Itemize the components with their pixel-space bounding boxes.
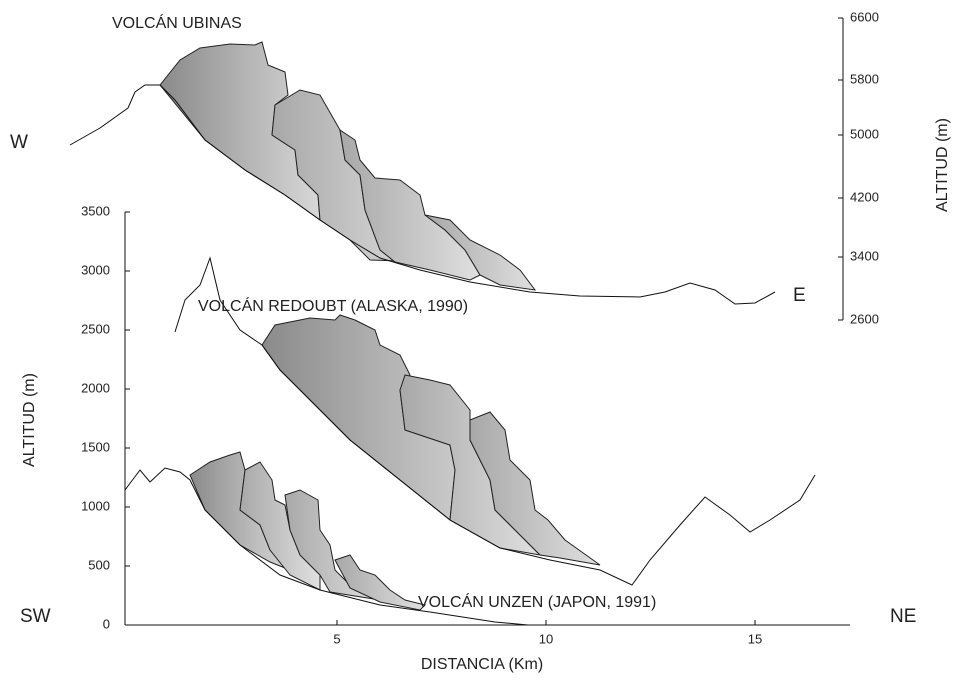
ubinas-profile [70, 42, 775, 304]
left-axis-title: ALTITUD (m) [21, 373, 38, 467]
redoubt-label: VOLCÁN REDOUBT (ALASKA, 1990) [198, 296, 468, 315]
x-tick-label: 10 [539, 631, 553, 646]
right-tick-label: 3400 [850, 248, 879, 263]
right-axis-title: ALTITUD (m) [934, 118, 951, 212]
w-label: W [10, 132, 28, 153]
right-tick-label: 6600 [850, 9, 879, 24]
left-tick-label: 2500 [81, 321, 110, 336]
left-tick-label: 1000 [81, 498, 110, 513]
left-tick-label: 500 [88, 557, 110, 572]
left-tick-label: 0 [103, 616, 110, 631]
e-label: E [793, 285, 806, 306]
ne-label: NE [890, 606, 916, 627]
right-tick-label: 5000 [850, 126, 879, 141]
x-tick-label: 15 [748, 631, 762, 646]
left-tick-label: 2000 [81, 380, 110, 395]
ubinas-label: VOLCÁN UBINAS [112, 13, 242, 32]
sw-label: SW [20, 606, 51, 627]
figure: VOLCÁN UBINAS VOLCÁN REDOUBT (ALASKA, 19… [0, 0, 954, 688]
x-axis-title: DISTANCIA (Km) [421, 656, 543, 673]
right-tick-label: 5800 [850, 71, 879, 86]
x-tick-label: 5 [333, 631, 340, 646]
left-tick-label: 3000 [81, 262, 110, 277]
left-tick-label: 1500 [81, 439, 110, 454]
unzen-label: VOLCÁN UNZEN (JAPON, 1991) [418, 592, 656, 611]
left-tick-label: 3500 [81, 203, 110, 218]
right-tick-label: 2600 [850, 311, 879, 326]
right-tick-label: 4200 [850, 189, 879, 204]
